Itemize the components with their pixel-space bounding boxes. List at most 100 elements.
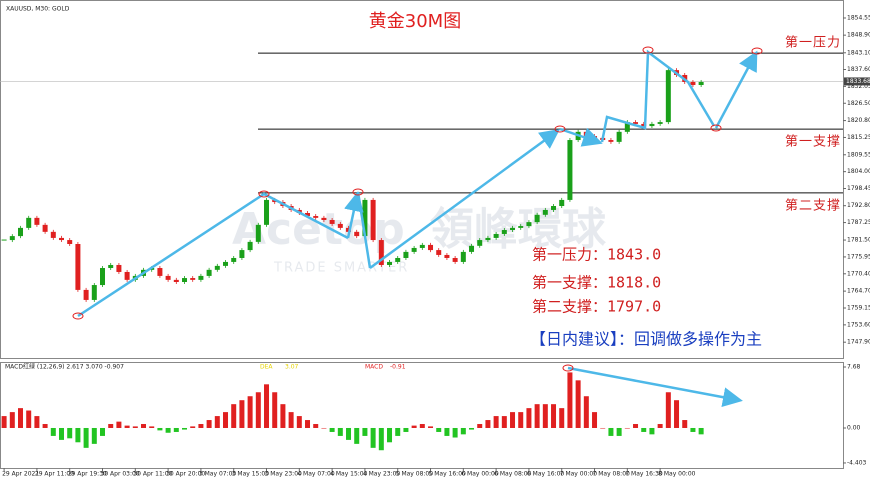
candle — [518, 226, 524, 228]
y-tick-label: 1792.80 — [847, 202, 870, 209]
candle — [534, 214, 540, 223]
candle — [206, 269, 212, 276]
histogram-bar — [428, 426, 434, 428]
candle — [91, 285, 97, 300]
macd-panel — [0, 362, 844, 469]
y-tick-label: 1843.10 — [847, 49, 870, 56]
histogram-bar — [231, 404, 237, 428]
histogram-bar — [690, 427, 696, 432]
histogram-bar — [141, 424, 147, 428]
readout-name: DEA — [260, 364, 273, 371]
histogram-bar — [510, 412, 516, 428]
histogram-bar — [239, 400, 245, 428]
x-tick-label: 4 May 07:00 — [297, 471, 335, 478]
y-tick-label: 1809.55 — [847, 151, 870, 158]
candle — [83, 289, 89, 300]
arrow — [356, 191, 372, 269]
candle — [329, 219, 335, 224]
candle — [108, 264, 114, 269]
candle — [403, 251, 409, 258]
arrow — [344, 191, 364, 239]
histogram-bar — [149, 426, 155, 428]
histogram-bar — [534, 404, 540, 428]
y-tick-label: 1764.70 — [847, 288, 870, 295]
x-tick-label: 6 May 16:00 — [527, 471, 565, 478]
y-tick-label: -4.403 — [847, 459, 867, 466]
histogram-bar — [493, 416, 499, 428]
histogram-bar — [42, 424, 48, 428]
y-tick-label: 1770.40 — [847, 270, 870, 277]
arrow — [559, 127, 603, 147]
y-tick-label: 1781.50 — [847, 237, 870, 244]
x-tick-label: 29 Apr 2021 — [2, 471, 39, 478]
histogram-bar — [255, 392, 261, 428]
candle — [469, 245, 475, 252]
x-tick-label: 29 Apr 11:00 — [35, 471, 74, 478]
candle — [370, 199, 376, 241]
histogram-bar — [182, 427, 188, 430]
x-tick-label: 30 Apr 03:00 — [101, 471, 140, 478]
candle — [567, 140, 573, 200]
highlight-circles — [72, 46, 763, 372]
histogram-bar — [608, 427, 614, 436]
histogram-bar — [387, 427, 393, 443]
candle — [501, 230, 507, 234]
y-tick-label: 1775.95 — [847, 253, 870, 260]
candle — [313, 216, 319, 218]
level-name: 第一支撑 — [785, 135, 841, 150]
histogram-bar — [395, 427, 401, 436]
candle — [378, 240, 384, 265]
candle — [698, 81, 704, 86]
arrow — [600, 49, 716, 143]
candle — [633, 122, 639, 124]
level-name: 第二支撑 — [785, 198, 841, 213]
candle — [198, 275, 204, 280]
candle — [649, 123, 655, 127]
chart-title: 黄金30M图 — [369, 11, 461, 32]
candle — [247, 241, 253, 251]
circle — [710, 124, 722, 132]
histogram-bar — [1, 416, 7, 428]
histogram-bar — [329, 427, 335, 432]
circle — [751, 47, 763, 55]
histogram-bar — [518, 412, 524, 428]
histogram-bar — [296, 416, 302, 428]
histogram-bar — [542, 404, 548, 428]
histogram-bar — [469, 427, 475, 430]
candle — [223, 261, 229, 266]
y-tick-label: 1832.05 — [847, 83, 870, 90]
candle — [26, 217, 32, 228]
y-tick-label: 1798.45 — [847, 185, 870, 192]
circle — [352, 188, 364, 196]
histogram-bar — [321, 427, 327, 429]
y-tick-label: 1854.55 — [847, 14, 870, 21]
histogram-bar — [346, 427, 352, 440]
histogram-bar — [34, 416, 40, 428]
candle — [75, 244, 81, 290]
candle — [477, 240, 483, 246]
histogram-bar — [485, 420, 491, 428]
candle — [18, 227, 24, 237]
histogram-bar — [223, 412, 229, 428]
candle — [305, 212, 311, 217]
x-tick-label: 30 Apr 11:00 — [133, 471, 172, 478]
candle — [165, 275, 171, 280]
histogram-bar — [272, 392, 278, 428]
arrow — [714, 50, 758, 129]
histogram-bar — [157, 427, 163, 431]
candle — [67, 240, 73, 245]
candle — [444, 254, 450, 258]
candle — [559, 199, 565, 207]
candle — [34, 217, 40, 225]
y-tick-label: 1753.60 — [847, 321, 870, 328]
candle — [173, 279, 179, 283]
x-tick-label: 3 May 23:00 — [265, 471, 303, 478]
candle — [116, 264, 122, 272]
histogram-bar — [116, 421, 122, 428]
histogram-bar — [657, 424, 663, 428]
candle — [9, 236, 15, 241]
candle — [526, 222, 532, 227]
histogram-bar — [75, 427, 81, 443]
x-tick-label: 8 May 00:00 — [658, 471, 696, 478]
